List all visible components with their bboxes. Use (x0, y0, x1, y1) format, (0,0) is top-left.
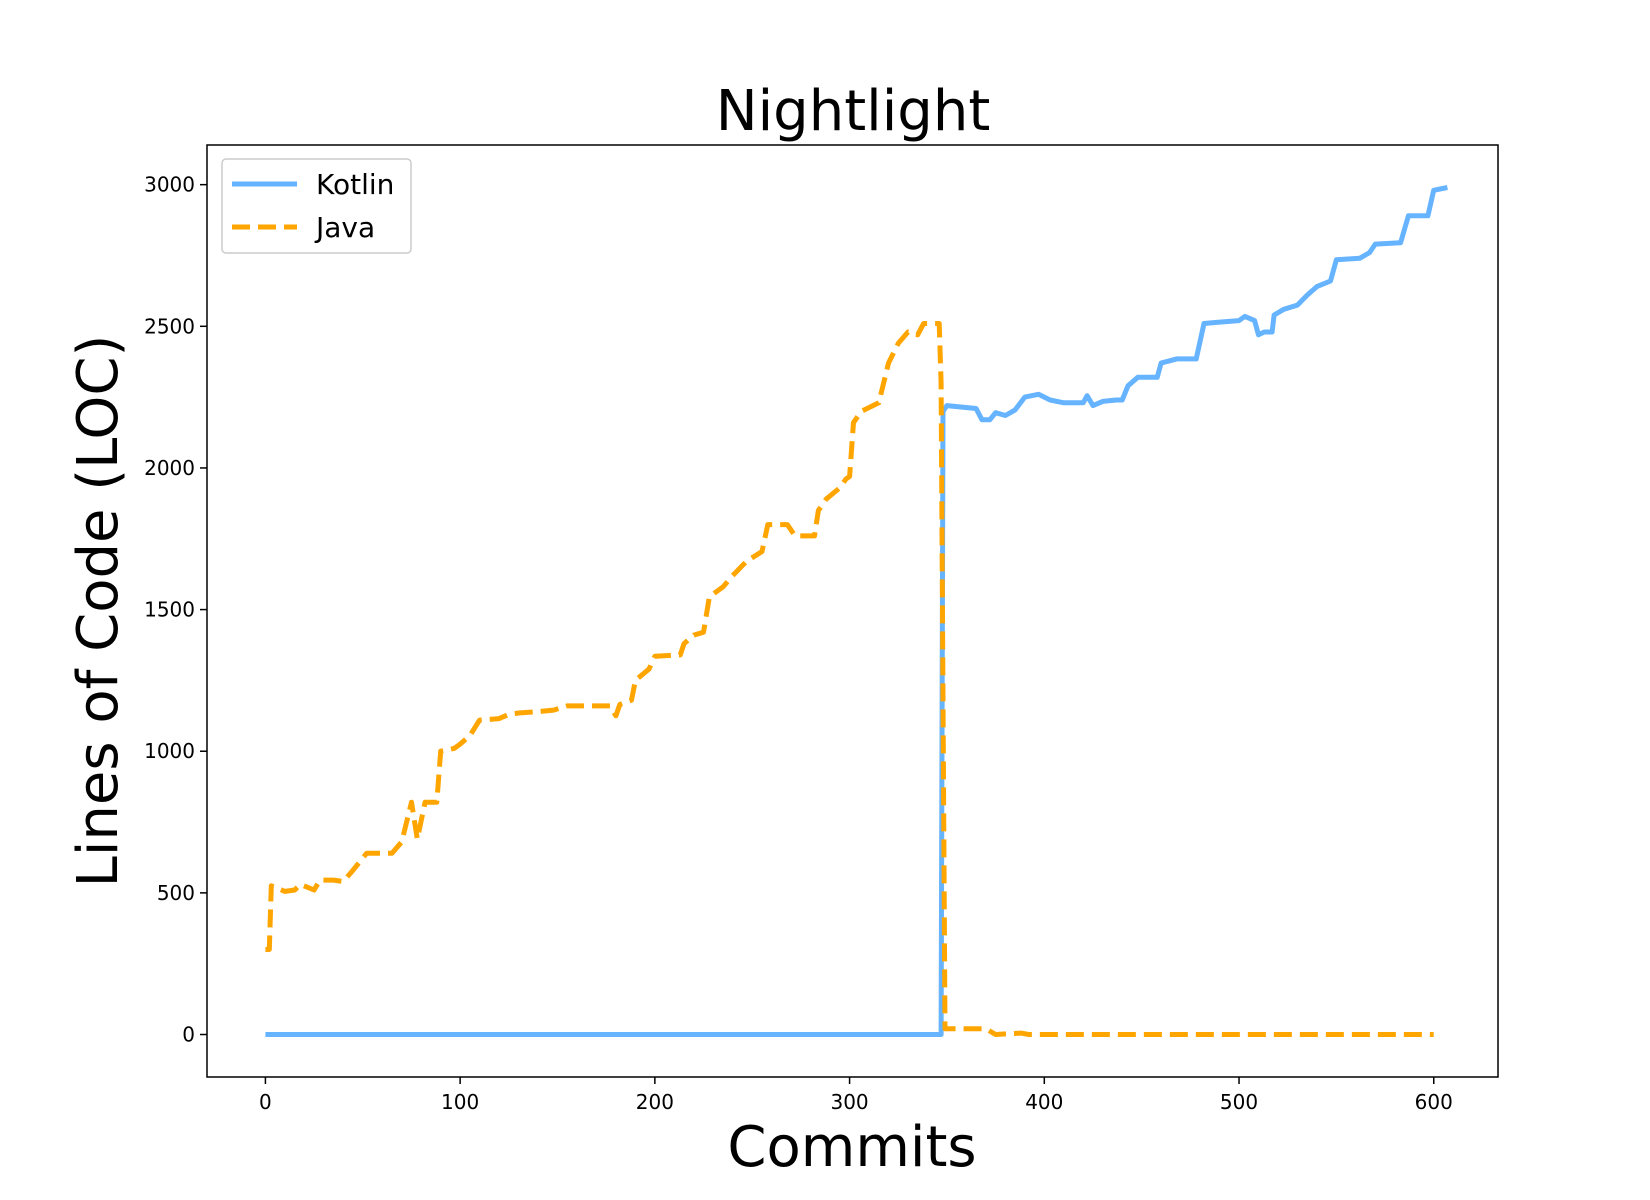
plot-area (206, 144, 1499, 1078)
y-tick-label: 0 (182, 1023, 195, 1047)
x-tick-label: 200 (636, 1090, 674, 1114)
y-axis-label: Lines of Code (LOC) (66, 335, 131, 888)
legend: Kotlin Java (221, 158, 412, 254)
x-tick-label: 0 (259, 1090, 272, 1114)
y-tick-label: 500 (157, 881, 195, 905)
legend-label-kotlin: Kotlin (316, 168, 394, 201)
plot-frame (206, 144, 1499, 1078)
series-line-java (265, 321, 1434, 1037)
x-tick-label: 400 (1025, 1090, 1063, 1114)
x-axis-ticks: 0 100 200 300 400 500 600 (259, 1077, 1453, 1114)
legend-label-java: Java (314, 211, 375, 244)
x-tick-label: 500 (1220, 1090, 1258, 1114)
y-tick-label: 3000 (144, 173, 195, 197)
x-axis-label: Commits (727, 1115, 976, 1180)
x-tick-label: 300 (830, 1090, 868, 1114)
x-tick-label: 100 (441, 1090, 479, 1114)
series-layer (265, 185, 1448, 1037)
y-tick-label: 1000 (144, 739, 195, 763)
x-tick-label: 600 (1415, 1090, 1453, 1114)
series-line-kotlin (265, 185, 1448, 1037)
y-tick-label: 2000 (144, 456, 195, 480)
y-tick-label: 2500 (144, 314, 195, 338)
y-tick-label: 1500 (144, 598, 195, 622)
y-axis-ticks: 0 500 1000 1500 2000 2500 3000 (144, 173, 207, 1047)
chart-title: Nightlight (716, 79, 991, 144)
